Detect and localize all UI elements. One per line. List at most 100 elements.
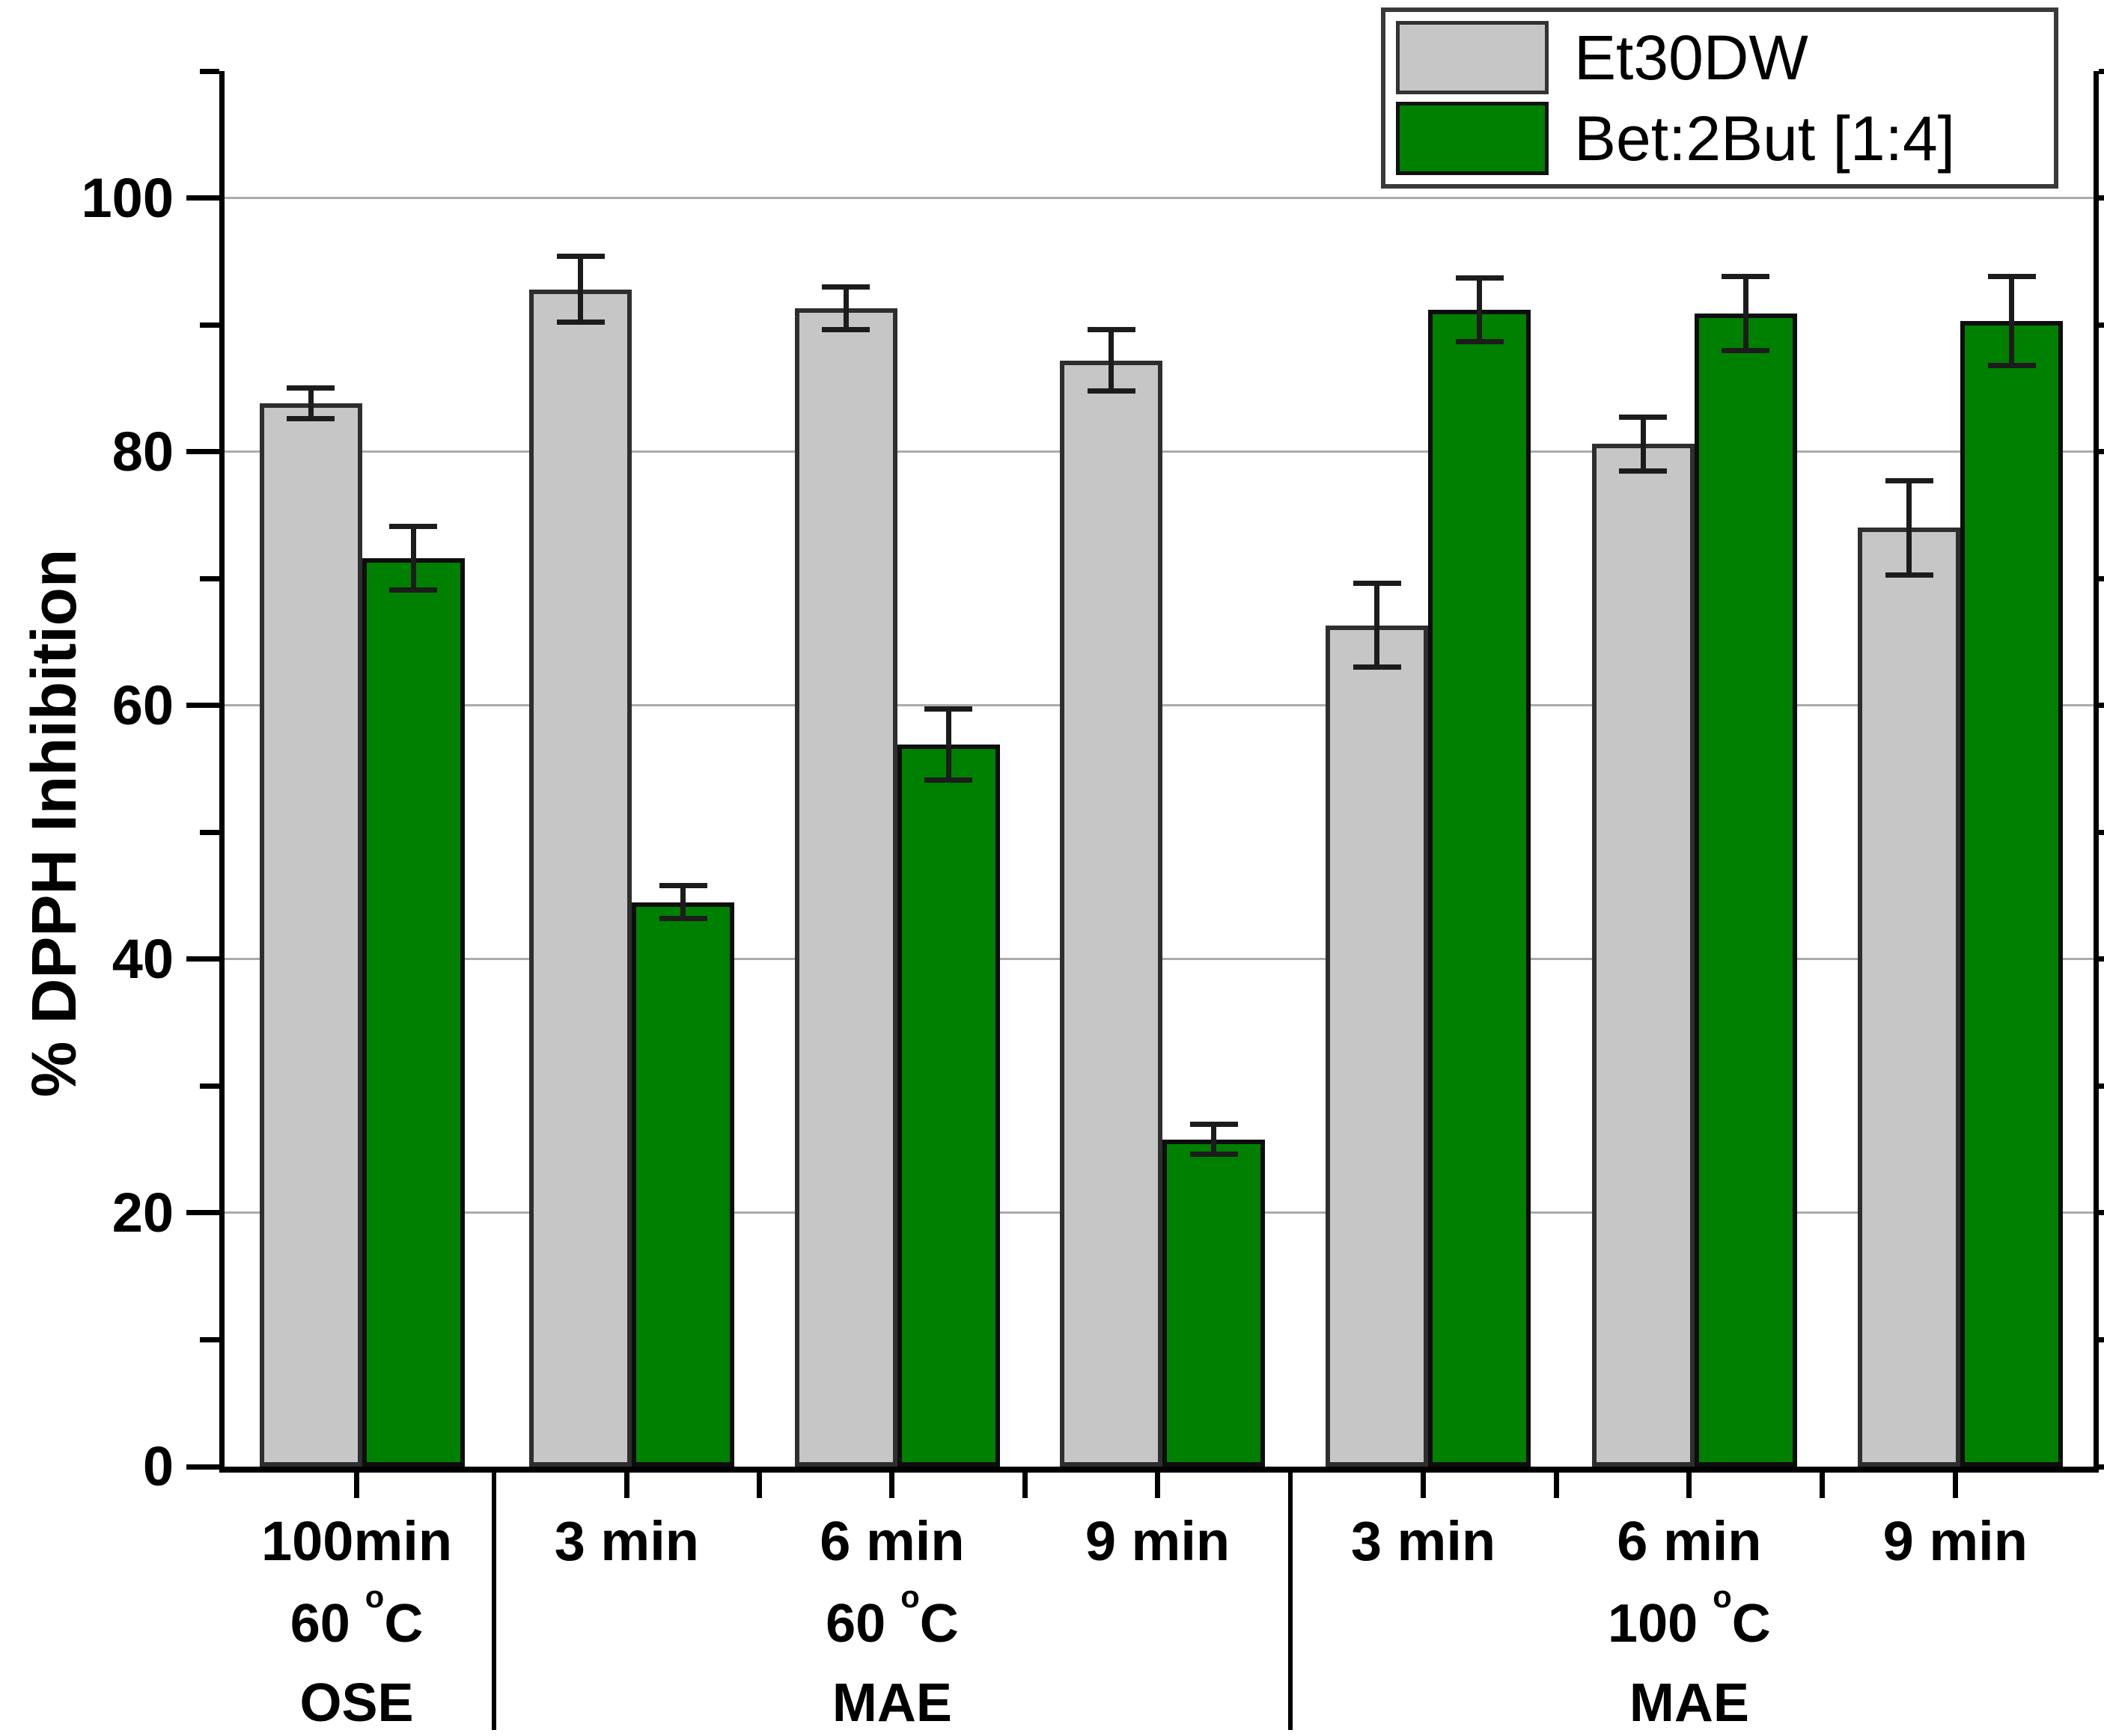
- errorbar-cap-top-bet-2but-1-4-g6: [1987, 274, 2036, 280]
- errorbar-line-et30dw-g6: [1906, 480, 1912, 575]
- x-tick-0: [354, 1473, 360, 1498]
- y-major-tick-0-right: [2099, 1464, 2104, 1470]
- errorbar-cap-top-bet-2but-1-4-g0: [389, 524, 438, 530]
- y-axis-title: % DPPH Inhibition: [19, 548, 89, 1098]
- bar-et30dw-9-min-g3: [1060, 360, 1163, 1467]
- x-tick-4: [1420, 1473, 1426, 1498]
- y-major-tick-100-right: [2099, 195, 2104, 201]
- errorbar-line-et30dw-g0: [308, 388, 314, 419]
- errorbar-line-bet-2but-1-4-g4: [1477, 278, 1483, 342]
- errorbar-cap-bottom-bet-2but-1-4-g2: [924, 777, 973, 783]
- y-tick-label-100: 100: [81, 166, 174, 229]
- errorbar-line-et30dw-g1: [578, 256, 584, 323]
- y-major-tick-40-right: [2099, 956, 2104, 962]
- y-minor-tick-90-right: [2099, 322, 2104, 328]
- bar-et30dw-3-min-g4: [1326, 625, 1429, 1467]
- section-divider-0: [492, 1470, 497, 1730]
- errorbar-cap-top-bet-2but-1-4-g4: [1455, 275, 1504, 281]
- y-minor-tick-30-right: [2099, 1083, 2104, 1089]
- y-tick-label-20: 20: [112, 1181, 174, 1244]
- y-minor-tick-10-left: [200, 1336, 219, 1342]
- y-major-tick-100-left: [186, 195, 219, 201]
- x-label-time-6-min-g2: 6 min: [820, 1510, 965, 1572]
- section-divider-1: [1287, 1470, 1293, 1730]
- bar-bet-2but-1-4-9-min-g6: [1960, 321, 2064, 1467]
- bar-et30dw-6-min-g2: [794, 308, 897, 1467]
- bar-et30dw-3-min-g1: [529, 289, 632, 1467]
- y-tick-label-80: 80: [112, 420, 174, 483]
- errorbar-cap-top-bet-2but-1-4-g3: [1189, 1121, 1238, 1127]
- errorbar-cap-bottom-et30dw-g6: [1885, 572, 1933, 578]
- errorbar-cap-bottom-et30dw-g5: [1619, 468, 1668, 474]
- x-tick-10: [1820, 1473, 1826, 1498]
- errorbar-cap-bottom-et30dw-g4: [1353, 664, 1401, 670]
- bar-bet-2but-1-4-6-min-g5: [1694, 313, 1797, 1467]
- bar-et30dw-9-min-g6: [1858, 528, 1961, 1467]
- legend-row: Et30DW: [1396, 19, 2043, 96]
- bar-et30dw-100min-g0: [259, 403, 362, 1467]
- errorbar-cap-bottom-bet-2but-1-4-g3: [1189, 1152, 1238, 1158]
- errorbar-cap-top-et30dw-g3: [1087, 327, 1135, 333]
- y-tick-label-0: 0: [142, 1435, 174, 1497]
- errorbar-cap-bottom-et30dw-g3: [1087, 388, 1135, 394]
- y-tick-label-40: 40: [112, 927, 174, 990]
- errorbar-line-et30dw-g5: [1640, 417, 1646, 471]
- y-minor-tick-70-left: [200, 575, 219, 581]
- errorbar-line-bet-2but-1-4-g1: [680, 885, 686, 919]
- y-major-tick-60-left: [186, 703, 219, 709]
- x-tick-6: [1952, 1473, 1958, 1498]
- errorbar-cap-bottom-bet-2but-1-4-g4: [1455, 338, 1504, 344]
- errorbar-cap-bottom-bet-2but-1-4-g1: [659, 916, 707, 922]
- x-tick-8: [1022, 1473, 1028, 1498]
- x-label-temperature-section-1: 60 oC: [826, 1579, 959, 1654]
- errorbar-cap-top-et30dw-g4: [1353, 581, 1401, 587]
- x-label-method-section-2: MAE: [1629, 1673, 1749, 1733]
- errorbar-cap-bottom-bet-2but-1-4-g6: [1987, 362, 2036, 368]
- errorbar-cap-bottom-et30dw-g1: [556, 320, 605, 326]
- y-major-tick-20-right: [2099, 1210, 2104, 1216]
- x-label-temperature-section-2: 100 oC: [1608, 1579, 1771, 1654]
- y-tick-label-60: 60: [112, 673, 174, 736]
- y-minor-tick-50-right: [2099, 829, 2104, 835]
- errorbar-cap-top-et30dw-g1: [556, 254, 605, 260]
- legend-swatch-bet2but: [1396, 102, 1549, 175]
- errorbar-cap-top-bet-2but-1-4-g5: [1722, 274, 1770, 280]
- errorbar-line-bet-2but-1-4-g0: [410, 526, 416, 590]
- errorbar-cap-bottom-et30dw-g0: [287, 416, 335, 422]
- errorbar-cap-bottom-bet-2but-1-4-g5: [1722, 347, 1770, 353]
- x-label-method-section-1: MAE: [832, 1673, 952, 1733]
- x-label-time-100min-g0: 100min: [261, 1510, 453, 1572]
- errorbar-line-et30dw-g4: [1374, 583, 1380, 667]
- errorbar-cap-bottom-bet-2but-1-4-g0: [389, 587, 438, 593]
- y-major-tick-60-right: [2099, 703, 2104, 709]
- legend-label-et30dw: Et30DW: [1574, 22, 1808, 93]
- bar-bet-2but-1-4-9-min-g3: [1162, 1139, 1266, 1467]
- x-tick-5: [1686, 1473, 1692, 1498]
- y-minor-tick-10-right: [2099, 1336, 2104, 1342]
- y-major-tick-80-right: [2099, 449, 2104, 455]
- plot-area: [186, 68, 2104, 1473]
- legend-label-bet2but: Bet:2But [1:4]: [1574, 103, 1956, 174]
- legend-row: Bet:2But [1:4]: [1396, 100, 2043, 177]
- y-major-tick-80-left: [186, 449, 219, 455]
- x-tick-2: [889, 1473, 895, 1498]
- x-tick-3: [1154, 1473, 1160, 1498]
- bar-bet-2but-1-4-100min-g0: [362, 558, 465, 1467]
- errorbar-line-et30dw-g3: [1109, 329, 1114, 391]
- y-major-tick-40-left: [186, 956, 219, 962]
- x-label-time-3-min-g1: 3 min: [554, 1510, 699, 1572]
- errorbar-line-bet-2but-1-4-g2: [945, 709, 951, 780]
- x-tick-7: [757, 1473, 763, 1498]
- x-label-temperature-section-0: 60 oC: [290, 1579, 424, 1654]
- bar-bet-2but-1-4-3-min-g1: [632, 902, 735, 1467]
- y-minor-tick-30-left: [200, 1083, 219, 1089]
- gridline-100: [225, 197, 2094, 200]
- y-minor-tick-50-left: [200, 829, 219, 835]
- errorbar-line-bet-2but-1-4-g3: [1211, 1124, 1217, 1155]
- x-label-time-6-min-g5: 6 min: [1617, 1510, 1762, 1572]
- bar-bet-2but-1-4-6-min-g2: [897, 745, 1000, 1467]
- errorbar-cap-top-bet-2but-1-4-g1: [659, 882, 707, 888]
- x-tick-1: [623, 1473, 629, 1498]
- errorbar-line-et30dw-g2: [843, 287, 849, 330]
